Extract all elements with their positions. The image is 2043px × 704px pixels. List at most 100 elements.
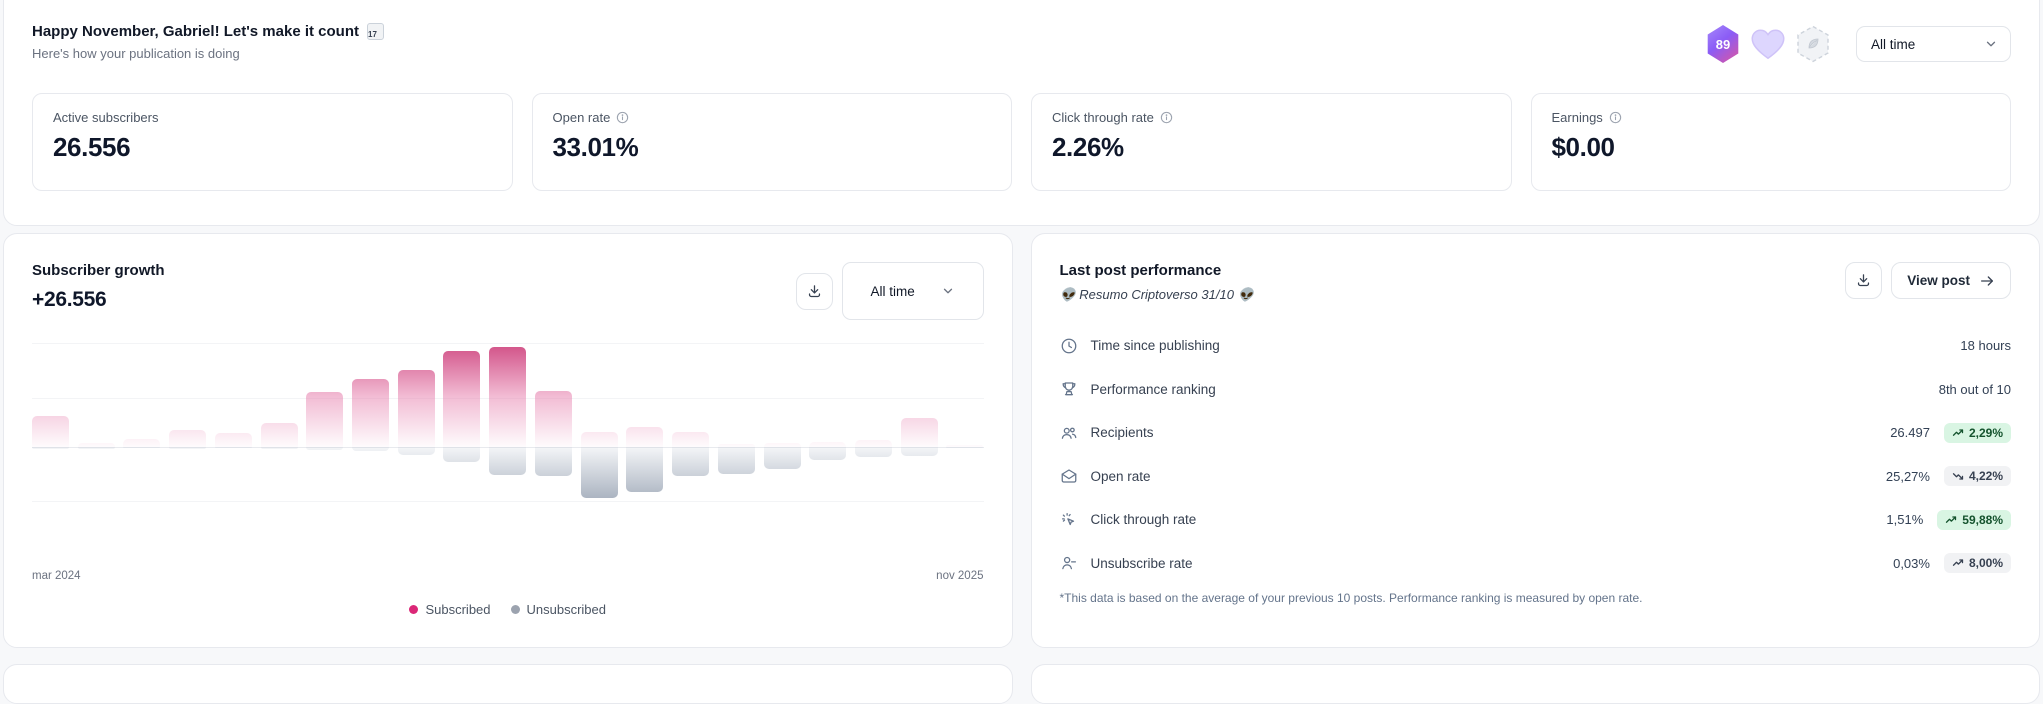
bar-group[interactable] bbox=[397, 334, 435, 504]
unsubscribed-bar bbox=[809, 447, 847, 460]
unsubscribed-bar bbox=[534, 447, 572, 476]
subscribed-bar bbox=[626, 427, 664, 447]
download-button[interactable] bbox=[795, 272, 833, 310]
stat-card-label: Open rate bbox=[553, 110, 992, 125]
trend-badge: 8,00% bbox=[1943, 553, 2011, 574]
subscribed-bar bbox=[946, 445, 984, 447]
trend-up-icon bbox=[1952, 429, 1964, 436]
metric-label: Unsubscribe rate bbox=[1090, 555, 1193, 571]
streak-count: 89 bbox=[1715, 36, 1731, 52]
metric-value: 8th out of 10 bbox=[1938, 381, 2011, 397]
subscribed-bar bbox=[214, 433, 252, 447]
streak-badge[interactable]: 89 bbox=[1707, 25, 1739, 63]
chart-time-filter-select[interactable]: All time bbox=[841, 262, 984, 320]
bar-group[interactable] bbox=[443, 334, 481, 504]
cursor-click-icon bbox=[1060, 511, 1078, 529]
download-button[interactable] bbox=[1845, 262, 1883, 299]
metric-rows: Time since publishing 18 hours Performan… bbox=[1060, 324, 2011, 585]
time-filter-select[interactable]: All time bbox=[1856, 26, 2011, 62]
stat-card-value: 2.26% bbox=[1052, 132, 1124, 162]
metric-value: 0,03% bbox=[1893, 555, 1930, 571]
legend-label: Unsubscribed bbox=[526, 602, 607, 617]
trend-badge: 4,22% bbox=[1943, 466, 2011, 487]
subscribed-bar bbox=[763, 443, 801, 447]
bar-group[interactable] bbox=[534, 334, 572, 504]
next-section-preview bbox=[3, 664, 2040, 704]
download-icon bbox=[808, 284, 820, 297]
chart-gridline bbox=[32, 343, 984, 344]
bar-group[interactable] bbox=[214, 334, 252, 504]
subscribed-bar bbox=[854, 440, 892, 447]
metric-label: Time since publishing bbox=[1090, 338, 1220, 354]
bar-group[interactable] bbox=[717, 334, 755, 504]
bar-group[interactable] bbox=[306, 334, 344, 504]
legend-item-subscribed[interactable]: Subscribed bbox=[409, 602, 491, 617]
overview-section: Happy November, Gabriel! Let's make it c… bbox=[3, 0, 2040, 226]
metric-value: 18 hours bbox=[1960, 338, 2011, 354]
stat-card-earnings: Earnings $0.00 bbox=[1530, 93, 2011, 191]
time-filter-value: All time bbox=[1871, 36, 1916, 52]
leaf-badge-icon[interactable] bbox=[1796, 25, 1830, 63]
info-icon[interactable] bbox=[616, 111, 629, 124]
metric-value: 26.497 bbox=[1890, 425, 1930, 441]
metric-label: Recipients bbox=[1090, 425, 1154, 441]
last-post-title: Last post performance bbox=[1059, 262, 1222, 279]
bar-group[interactable] bbox=[626, 334, 664, 504]
stat-card-open-rate: Open rate 33.01% bbox=[531, 93, 1012, 191]
greeting-block: Happy November, Gabriel! Let's make it c… bbox=[32, 23, 384, 61]
bar-group[interactable] bbox=[580, 334, 618, 504]
stat-card-click-through-rate: Click through rate 2.26% bbox=[1031, 93, 1512, 191]
trophy-icon bbox=[1060, 380, 1078, 398]
legend-label: Subscribed bbox=[425, 602, 491, 617]
bar-group[interactable] bbox=[763, 334, 801, 504]
stat-card-value: 33.01% bbox=[552, 132, 639, 162]
unsubscribed-bar bbox=[32, 447, 69, 449]
heart-badge-icon[interactable] bbox=[1750, 27, 1786, 61]
unsubscribed-bar bbox=[77, 447, 115, 449]
subscribed-bar bbox=[489, 347, 527, 447]
bar-group[interactable] bbox=[260, 334, 298, 504]
trend-badge: 2,29% bbox=[1943, 422, 2011, 443]
metric-value: 25,27% bbox=[1885, 468, 1930, 484]
bar-group[interactable] bbox=[169, 334, 207, 504]
legend-dot bbox=[409, 605, 419, 614]
bar-group[interactable] bbox=[809, 334, 847, 504]
mail-open-icon bbox=[1060, 467, 1078, 485]
view-post-button[interactable]: View post bbox=[1891, 262, 2011, 299]
bar-group[interactable] bbox=[854, 334, 892, 504]
growth-chart bbox=[32, 334, 984, 504]
below-section-card bbox=[1030, 664, 2040, 704]
bar-group[interactable] bbox=[900, 334, 938, 504]
subscribed-bar bbox=[672, 432, 710, 447]
info-icon[interactable] bbox=[1160, 111, 1173, 124]
trend-up-icon bbox=[1952, 559, 1964, 567]
x-axis-label-start: mar 2024 bbox=[32, 570, 81, 582]
info-icon[interactable] bbox=[1609, 111, 1622, 124]
x-axis: mar 2024 nov 2025 bbox=[32, 570, 984, 582]
metric-row-performance-ranking: Performance ranking 8th out of 10 bbox=[1060, 368, 2011, 412]
subscribed-bar bbox=[443, 351, 481, 447]
subscribed-bar bbox=[352, 379, 390, 447]
metric-value: 1,51% bbox=[1886, 512, 1924, 528]
greeting-text: Happy November, Gabriel! Let's make it c… bbox=[32, 23, 359, 40]
bar-group[interactable] bbox=[489, 334, 527, 504]
bar-group[interactable] bbox=[77, 334, 115, 504]
unsubscribed-bar bbox=[672, 447, 710, 476]
bar-group[interactable] bbox=[946, 334, 984, 504]
unsubscribed-bar bbox=[900, 447, 938, 456]
bar-group[interactable] bbox=[352, 334, 390, 504]
stat-card-value: $0.00 bbox=[1551, 132, 1615, 162]
metric-row-click-through-rate: Click through rate 1,51% 59,88% bbox=[1060, 498, 2011, 542]
legend-item-unsubscribed[interactable]: Unsubscribed bbox=[510, 602, 607, 617]
bar-group[interactable] bbox=[32, 334, 69, 504]
unsubscribed-bar bbox=[306, 447, 344, 450]
stat-card-active-subscribers: Active subscribers 26.556 bbox=[32, 93, 513, 191]
stat-card-label: Click through rate bbox=[1052, 110, 1491, 125]
trend-down-icon bbox=[1952, 473, 1964, 480]
bar-group[interactable] bbox=[123, 334, 161, 504]
growth-chart-bars bbox=[32, 334, 984, 504]
bar-group[interactable] bbox=[672, 334, 710, 504]
metric-row-recipients: Recipients 26.497 2,29% bbox=[1060, 411, 2011, 455]
subscribed-bar bbox=[32, 416, 69, 447]
unsubscribed-bar bbox=[260, 447, 298, 449]
